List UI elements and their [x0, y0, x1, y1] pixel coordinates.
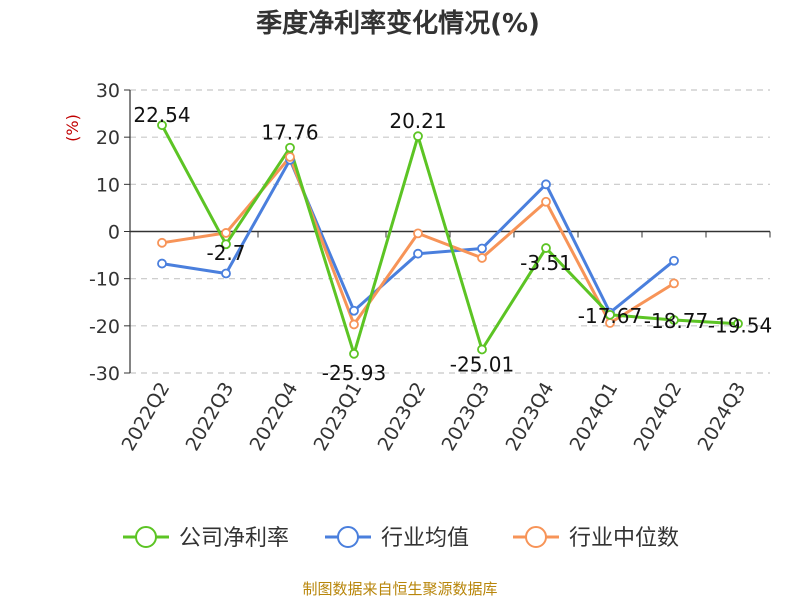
data-label: 22.54 — [133, 103, 190, 127]
data-point — [541, 196, 551, 207]
x-tick-label: 2022Q3 — [182, 379, 239, 455]
x-tick-label: 2022Q2 — [118, 379, 175, 455]
data-point — [349, 319, 359, 330]
data-point — [157, 237, 167, 248]
y-tick-label: -20 — [89, 316, 120, 338]
data-point — [669, 255, 679, 266]
x-tick-label: 2024Q1 — [566, 379, 623, 455]
x-tick-label: 2023Q3 — [438, 379, 495, 455]
data-point — [477, 243, 487, 254]
data-label: 20.21 — [389, 109, 446, 133]
data-point — [221, 228, 231, 238]
data-point — [221, 239, 231, 250]
data-label: -25.93 — [322, 361, 386, 385]
data-point — [285, 142, 295, 153]
legend-label: 行业均值 — [381, 526, 469, 551]
data-point — [285, 152, 295, 162]
data-point — [477, 344, 487, 355]
x-tick-label: 2023Q4 — [502, 379, 559, 455]
chart-title: 季度净利率变化情况(%) — [256, 8, 540, 39]
data-point — [413, 228, 423, 239]
data-point — [669, 278, 679, 289]
legend-marker — [135, 526, 157, 548]
y-tick-label: 0 — [108, 222, 120, 244]
data-point — [669, 315, 679, 325]
data-labels: 22.54 -2.7 17.76 -25.93 20.21 -25.01 -3.51 -17.… — [133, 103, 772, 385]
legend-label: 公司净利率 — [179, 526, 289, 551]
y-tick-label: -10 — [89, 269, 120, 291]
series-line — [160, 124, 739, 356]
data-label: -25.01 — [450, 352, 514, 376]
legend-label: 行业中位数 — [569, 526, 679, 551]
data-point — [221, 268, 231, 279]
y-tick-label: 10 — [96, 174, 120, 196]
data-label: -19.54 — [708, 314, 772, 338]
data-point — [413, 131, 423, 142]
x-tick-label: 2024Q2 — [630, 379, 687, 455]
data-point — [157, 120, 167, 131]
data-label: 17.76 — [261, 121, 318, 145]
data-point — [477, 253, 487, 263]
data-label: -2.7 — [206, 241, 245, 265]
data-label: -3.51 — [520, 251, 572, 275]
source-note: 制图数据来自恒生聚源数据库 — [302, 580, 497, 598]
series-layer — [157, 120, 743, 359]
x-tick-label: 2023Q1 — [310, 379, 367, 455]
data-point — [605, 309, 615, 320]
data-point — [541, 179, 551, 190]
y-axis-unit: (%) — [63, 114, 82, 142]
data-point — [541, 243, 551, 253]
data-point — [349, 305, 359, 316]
data-label: -17.67 — [578, 304, 642, 328]
data-point — [733, 318, 743, 329]
legend-marker — [525, 526, 547, 548]
grid-lines — [130, 89, 770, 374]
data-point — [157, 258, 167, 269]
legend: 公司净利率 行业均值 行业中位数 — [123, 526, 679, 551]
data-label: -18.77 — [644, 309, 708, 333]
data-point — [413, 248, 423, 259]
legend-marker — [337, 526, 359, 548]
x-tick-label: 2024Q3 — [694, 379, 751, 455]
y-tick-label: 30 — [96, 80, 120, 102]
x-tick-label: 2022Q4 — [246, 379, 303, 455]
y-tick-label: -30 — [89, 363, 120, 385]
data-point — [349, 348, 359, 359]
x-tick-label: 2023Q2 — [374, 379, 431, 455]
y-tick-label: 20 — [96, 127, 120, 149]
